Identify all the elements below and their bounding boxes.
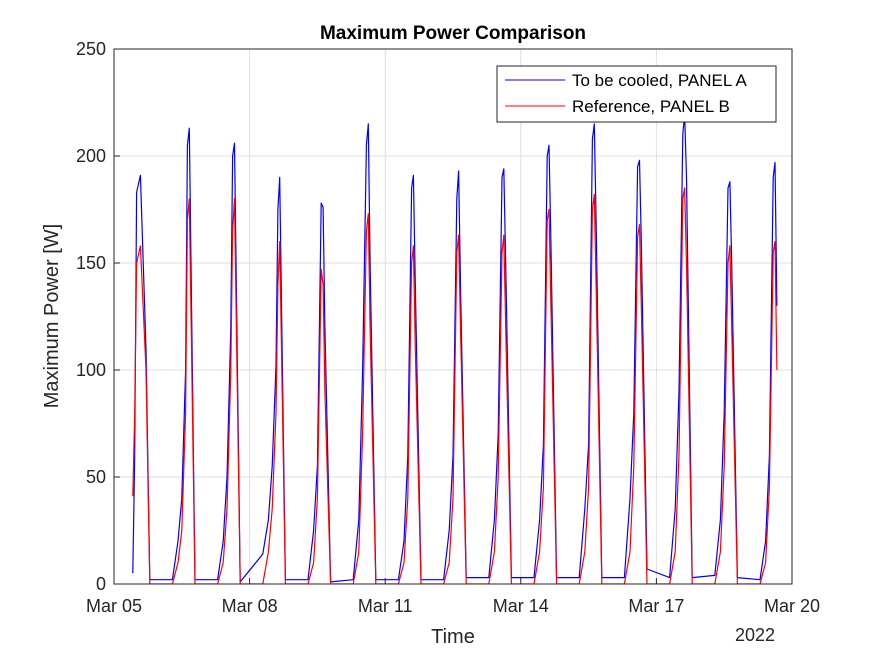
legend: To be cooled, PANEL A Reference, PANEL B [496, 65, 777, 123]
chart-title: Maximum Power Comparison [320, 23, 586, 44]
series-layer [132, 112, 778, 584]
series-line-panel-b [132, 187, 778, 584]
plot-frame [113, 48, 793, 585]
axis-ticks: Mar 05 Mar 08 Mar 11 Mar 14 Mar 17 Mar 20 0 50 1… [76, 39, 820, 616]
y-tick-label: 150 [76, 253, 106, 273]
x-tick-label: Mar 14 [493, 596, 549, 616]
x-tick-label: Mar 20 [764, 596, 820, 616]
x-tick-label: Mar 17 [628, 596, 684, 616]
legend-box [496, 65, 777, 123]
x-axis-year-label: 2022 [735, 625, 775, 645]
x-axis-label: Time [431, 626, 475, 648]
series-line-panel-a [132, 112, 778, 583]
legend-label-panel-b: Reference, PANEL B [572, 97, 730, 116]
y-tick-label: 200 [76, 146, 106, 166]
y-tick-label: 100 [76, 360, 106, 380]
y-axis-label: Maximum Power [W] [41, 224, 63, 408]
legend-label-panel-a: To be cooled, PANEL A [572, 71, 747, 90]
x-tick-label: Mar 08 [222, 596, 278, 616]
y-tick-label: 250 [76, 39, 106, 59]
x-tick-label: Mar 05 [86, 596, 142, 616]
y-tick-label: 50 [86, 467, 106, 487]
y-tick-label: 0 [96, 574, 106, 594]
x-tick-label: Mar 11 [358, 596, 413, 616]
